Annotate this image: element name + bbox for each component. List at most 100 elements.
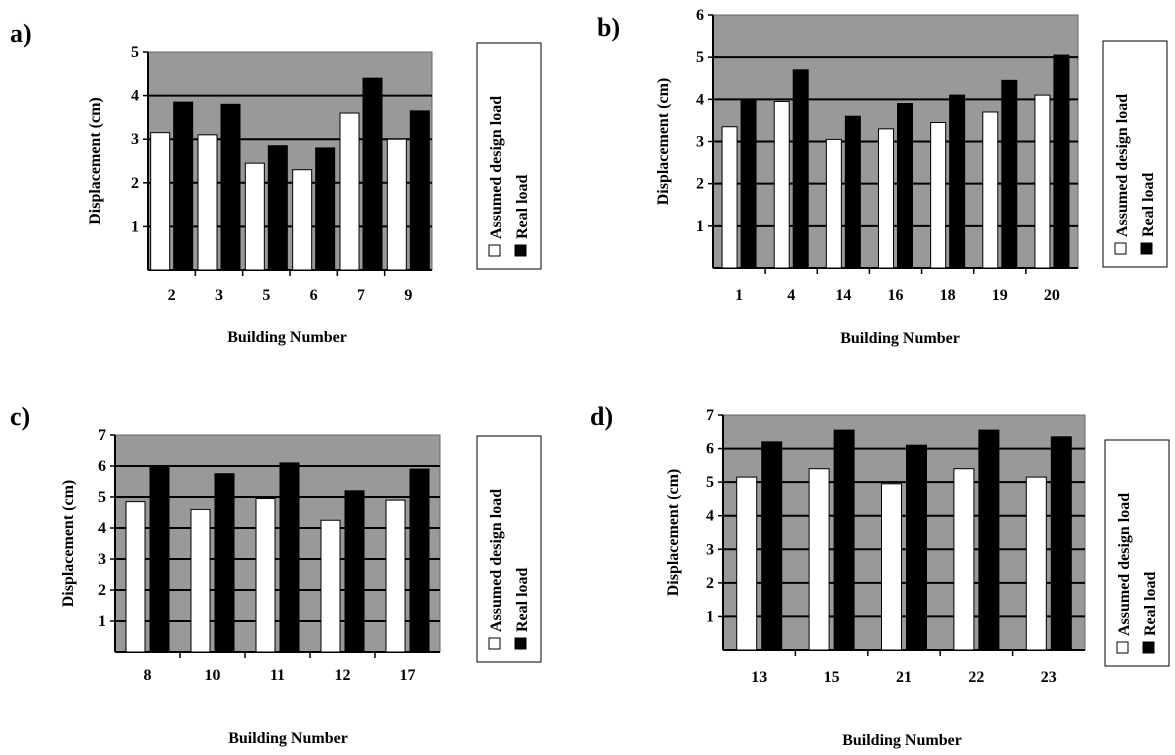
- bar-assumed-design-load: [385, 499, 406, 653]
- x-tick-label: 12: [335, 667, 351, 684]
- legend-label-real-load: Real load: [514, 567, 531, 632]
- bar-assumed-design-load: [1025, 476, 1047, 651]
- legend-swatch-assumed-design-load: [488, 637, 501, 650]
- x-axis-label: Building Number: [228, 730, 348, 747]
- y-tick-label: 4: [131, 88, 139, 105]
- y-axis-label: Displacement (cm): [87, 97, 104, 225]
- y-tick-label: 6: [696, 7, 704, 24]
- y-tick-label: 7: [98, 427, 106, 444]
- bar-assumed-design-load: [150, 132, 171, 271]
- bar-assumed-design-load: [1034, 94, 1051, 269]
- legend-swatch-real-load: [514, 637, 527, 650]
- legend-box: [476, 42, 542, 270]
- x-tick-label: 3: [215, 287, 223, 304]
- y-tick-label: 2: [696, 176, 704, 193]
- x-tick-label: 17: [400, 667, 416, 684]
- x-tick-label: 16: [888, 287, 904, 304]
- x-axis-label: Building Number: [840, 330, 960, 347]
- bar-real-load: [949, 94, 966, 269]
- y-tick-label: 6: [706, 441, 714, 458]
- legend-box: [1102, 40, 1168, 268]
- y-tick-label: 2: [131, 175, 139, 192]
- legend-box: [476, 435, 542, 663]
- chart-panel-1: a) 1 2 3 4 5 2 3 5 6 7 9 Building Number Displacement…: [10, 19, 542, 346]
- bar-real-load: [409, 110, 430, 271]
- bar-real-load: [740, 98, 757, 269]
- panel-label: d): [590, 402, 613, 431]
- x-tick-label: 21: [896, 669, 912, 686]
- legend: Assumed design load Real load: [1102, 40, 1168, 268]
- panel-label: b): [597, 13, 620, 42]
- bar-assumed-design-load: [320, 519, 341, 653]
- y-tick-label: 3: [706, 541, 714, 558]
- y-tick-label: 1: [131, 218, 139, 235]
- legend-swatch-assumed-design-load: [1114, 242, 1127, 255]
- y-tick-label: 3: [131, 131, 139, 148]
- y-tick-label: 2: [98, 582, 106, 599]
- x-tick-label: 13: [751, 669, 767, 686]
- legend-swatch-assumed-design-load: [488, 244, 501, 257]
- x-tick-label: 15: [824, 669, 840, 686]
- bar-assumed-design-load: [825, 138, 842, 269]
- bar-real-load: [1053, 54, 1070, 269]
- bar-assumed-design-load: [255, 498, 276, 653]
- y-tick-label: 4: [706, 508, 714, 525]
- x-tick-label: 11: [270, 667, 285, 684]
- bar-real-load: [315, 147, 336, 271]
- x-tick-label: 20: [1044, 287, 1060, 304]
- panel-label: c): [10, 402, 30, 431]
- x-tick-label: 19: [992, 287, 1008, 304]
- bar-assumed-design-load: [736, 476, 758, 651]
- bar-assumed-design-load: [953, 468, 975, 651]
- bar-real-load: [362, 77, 383, 271]
- bar-real-load: [844, 115, 861, 269]
- y-tick-label: 4: [98, 520, 106, 537]
- x-axis-label: Building Number: [227, 329, 347, 346]
- legend: Assumed design load Real load: [476, 435, 542, 663]
- y-tick-label: 5: [131, 44, 139, 61]
- bar-real-load: [267, 145, 288, 271]
- bar-real-load: [214, 473, 235, 653]
- y-axis-label: Displacement (cm): [665, 469, 682, 597]
- legend: Assumed design load Real load: [1104, 439, 1170, 667]
- y-tick-label: 5: [706, 474, 714, 491]
- bar-real-load: [279, 462, 300, 653]
- y-tick-label: 3: [696, 134, 704, 151]
- y-tick-label: 4: [696, 91, 704, 108]
- x-tick-label: 22: [968, 669, 984, 686]
- bar-assumed-design-load: [982, 111, 999, 269]
- x-tick-label: 10: [205, 667, 221, 684]
- bar-real-load: [149, 465, 170, 653]
- x-tick-label: 14: [835, 287, 851, 304]
- legend-label-real-load: Real load: [1142, 571, 1159, 636]
- x-tick-label: 23: [1041, 669, 1057, 686]
- x-axis-label: Building Number: [842, 732, 962, 749]
- y-axis-label: Displacement (cm): [60, 480, 77, 608]
- bar-real-load: [1001, 79, 1018, 269]
- y-tick-label: 5: [696, 49, 704, 66]
- bar-real-load: [761, 441, 783, 651]
- bar-real-load: [906, 444, 927, 651]
- legend-label-real-load: Real load: [1140, 172, 1157, 237]
- x-tick-label: 2: [168, 287, 176, 304]
- legend-swatch-real-load: [514, 244, 527, 257]
- panel-label: a): [10, 19, 32, 48]
- bar-assumed-design-load: [292, 169, 313, 271]
- bar-assumed-design-load: [244, 162, 265, 271]
- legend-label-assumed-design-load: Assumed design load: [488, 489, 505, 632]
- bar-assumed-design-load: [339, 112, 360, 271]
- bar-real-load: [344, 490, 365, 653]
- bar-assumed-design-load: [125, 501, 146, 653]
- y-tick-label: 1: [706, 608, 714, 625]
- x-tick-label: 4: [787, 287, 795, 304]
- x-tick-label: 9: [404, 287, 412, 304]
- bar-real-load: [897, 103, 913, 269]
- legend-swatch-real-load: [1140, 242, 1153, 255]
- legend-label-real-load: Real load: [514, 174, 531, 239]
- x-tick-label: 6: [310, 287, 318, 304]
- y-tick-label: 6: [98, 458, 106, 475]
